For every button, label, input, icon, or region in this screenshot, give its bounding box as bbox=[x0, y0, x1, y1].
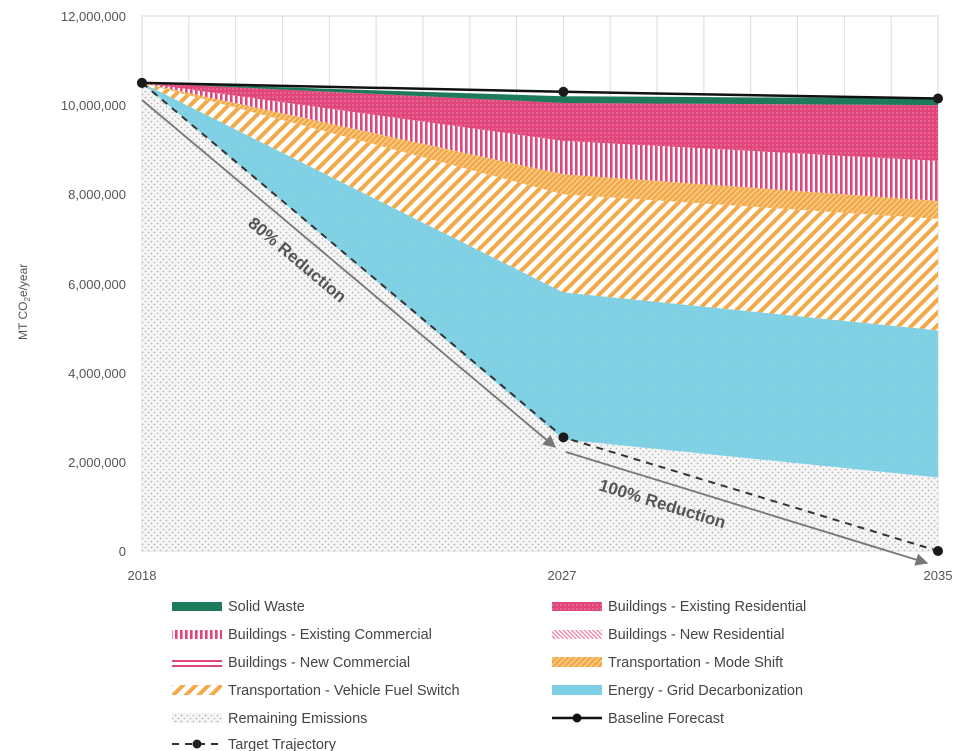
y-tick-label: 10,000,000 bbox=[61, 98, 126, 113]
x-tick-label: 2035 bbox=[924, 568, 953, 583]
legend-label: Target Trajectory bbox=[228, 737, 337, 751]
legend-label: Transportation - Vehicle Fuel Switch bbox=[228, 683, 460, 699]
x-tick-label: 2018 bbox=[128, 568, 157, 583]
marker-baseline-forecast bbox=[558, 86, 569, 97]
100-percent-arrow bbox=[565, 451, 929, 566]
marker-target-trajectory bbox=[558, 432, 569, 443]
plot-area: 80% Reduction 100% Reduction bbox=[137, 15, 943, 566]
legend-label: Buildings - Existing Residential bbox=[608, 599, 806, 615]
area-remaining-emissions bbox=[142, 82, 938, 551]
legend-label: Buildings - Existing Commercial bbox=[228, 627, 432, 643]
area-series bbox=[142, 82, 938, 551]
y-axis-label: MT CO2e/year bbox=[16, 264, 32, 340]
marker-target-trajectory bbox=[137, 77, 147, 88]
legend-marker-baseline-forecast bbox=[572, 713, 582, 723]
legend-swatch-existing-commercial bbox=[172, 630, 222, 639]
area-transportation-mode-shift bbox=[142, 82, 938, 219]
legend-swatch-mode-shift bbox=[552, 657, 602, 667]
legend: Solid Waste Buildings - Existing Commerc… bbox=[172, 599, 806, 751]
legend-label: Buildings - New Commercial bbox=[228, 655, 410, 671]
legend-marker-target-trajectory bbox=[192, 739, 202, 749]
legend-swatch-new-residential bbox=[552, 630, 602, 639]
legend-label: Transportation - Mode Shift bbox=[608, 655, 783, 671]
legend-swatch-remaining-emissions bbox=[172, 713, 222, 723]
x-axis: 2018 2027 2035 bbox=[128, 568, 953, 583]
reduction-arrows bbox=[141, 99, 929, 566]
legend-swatch-grid-decarbonization bbox=[552, 685, 602, 695]
area-buildings-existing-commercial bbox=[142, 82, 938, 202]
y-tick-label: 4,000,000 bbox=[68, 366, 126, 381]
legend-swatch-solid-waste bbox=[172, 602, 222, 611]
legend-label: Buildings - New Residential bbox=[608, 627, 785, 643]
area-buildings-existing-residential bbox=[142, 82, 938, 161]
line-series bbox=[137, 77, 943, 556]
area-transportation-vehicle-fuel-switch bbox=[142, 82, 938, 331]
x-tick-label: 2027 bbox=[548, 568, 577, 583]
y-tick-label: 0 bbox=[119, 544, 126, 559]
legend-label: Baseline Forecast bbox=[608, 711, 724, 727]
legend-swatch-new-commercial bbox=[172, 657, 222, 667]
80-percent-arrow bbox=[141, 99, 556, 448]
legend-label: Remaining Emissions bbox=[228, 711, 367, 727]
y-tick-label: 8,000,000 bbox=[68, 187, 126, 202]
legend-label: Energy - Grid Decarbonization bbox=[608, 683, 803, 699]
marker-target-trajectory bbox=[933, 546, 943, 556]
y-tick-label: 6,000,000 bbox=[68, 277, 126, 292]
y-tick-label: 2,000,000 bbox=[68, 455, 126, 470]
legend-label: Solid Waste bbox=[228, 599, 305, 615]
legend-swatch-existing-residential bbox=[552, 602, 602, 611]
legend-swatch-vehicle-fuel-switch bbox=[172, 685, 222, 695]
area-energy-grid-decarbonization bbox=[142, 82, 938, 478]
y-axis: 0 2,000,000 4,000,000 6,000,000 8,000,00… bbox=[16, 9, 126, 559]
area-solid-waste bbox=[142, 82, 938, 106]
y-tick-label: 12,000,000 bbox=[61, 9, 126, 24]
marker-baseline-forecast bbox=[933, 93, 943, 104]
